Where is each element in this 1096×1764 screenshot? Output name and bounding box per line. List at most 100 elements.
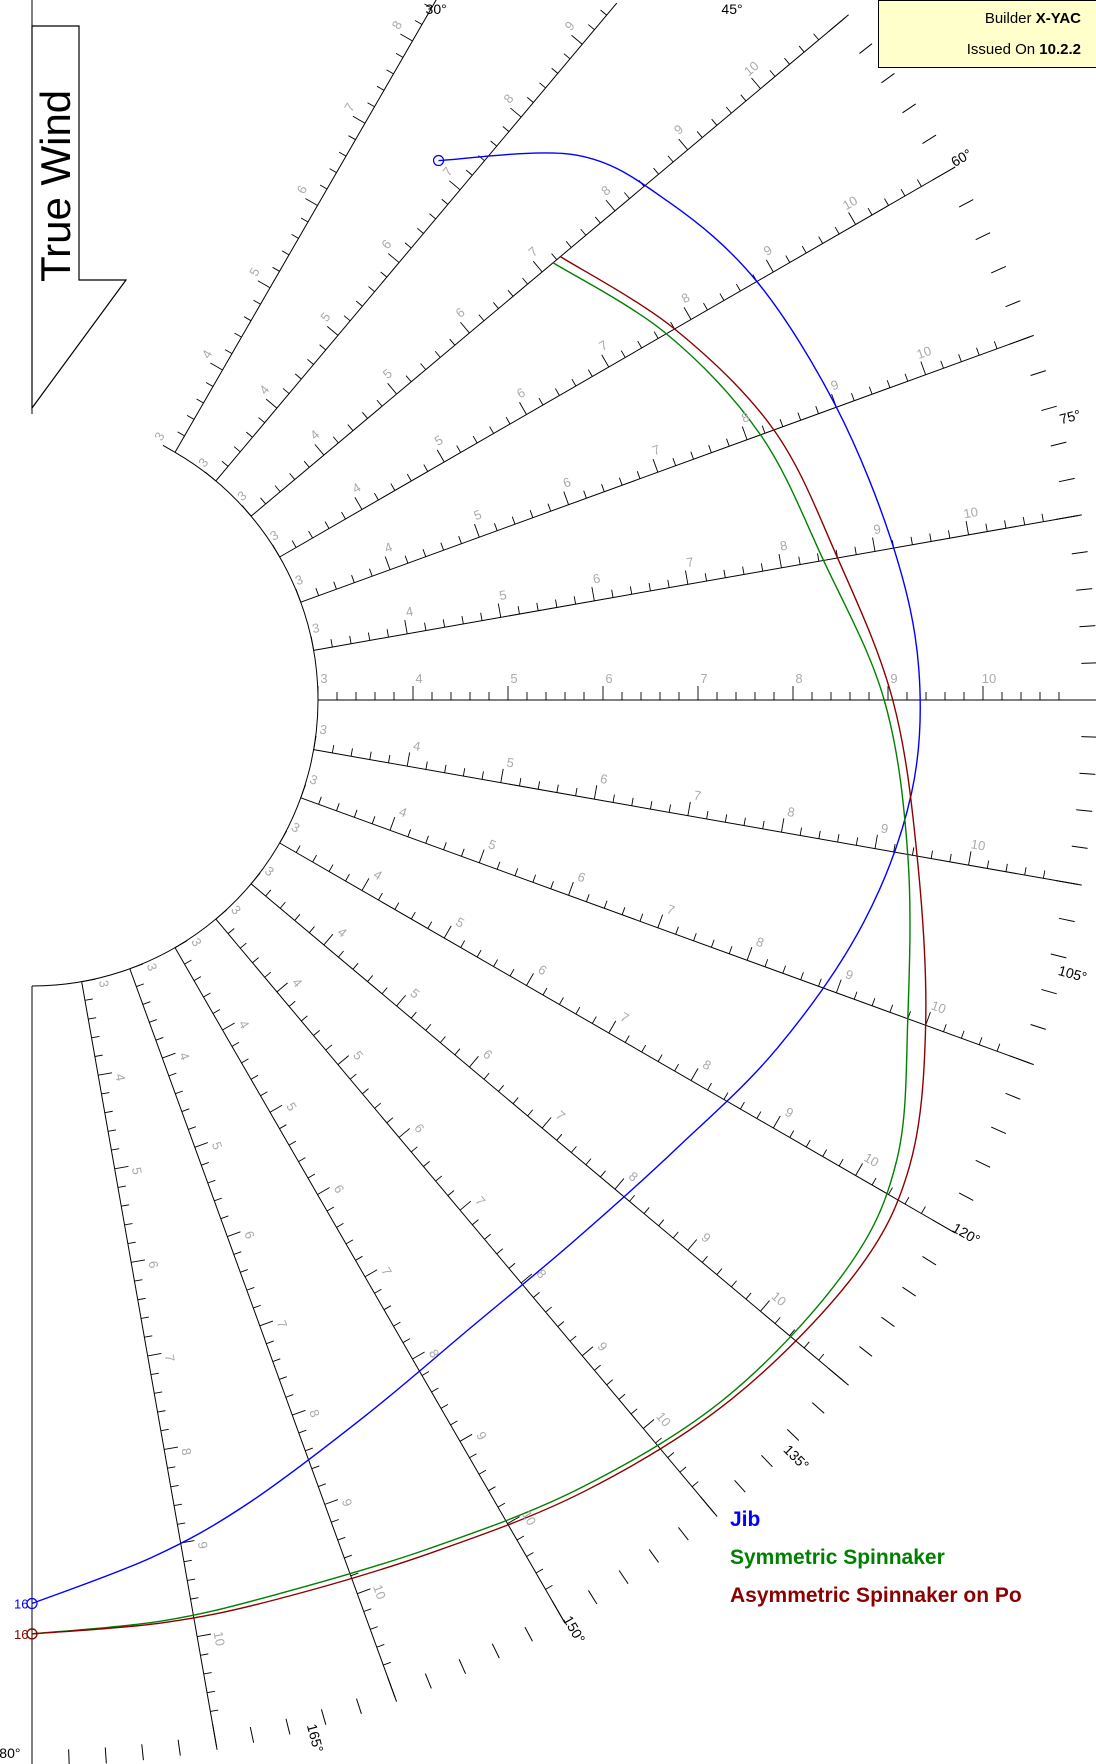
ray-tick bbox=[854, 546, 857, 555]
ray-tick bbox=[274, 485, 281, 493]
ray-tick bbox=[301, 1015, 308, 1022]
ray-tick bbox=[440, 542, 445, 551]
builder-value: X-YAC bbox=[1035, 10, 1081, 27]
ray-tick bbox=[127, 1241, 136, 1245]
ray-tick bbox=[420, 363, 427, 370]
ray-tick bbox=[614, 1178, 625, 1190]
ray-tick bbox=[265, 889, 272, 897]
radial-label: 4 bbox=[412, 738, 422, 754]
ray-tick bbox=[239, 942, 247, 949]
ray-tick bbox=[668, 804, 672, 813]
ray-tick bbox=[294, 373, 302, 380]
ray-tick bbox=[434, 350, 441, 358]
series-0-marker bbox=[26, 1597, 38, 1610]
ray-tick bbox=[380, 271, 388, 278]
ray-tick bbox=[341, 511, 346, 520]
ray-tick bbox=[104, 1110, 113, 1114]
ray-tick bbox=[949, 853, 952, 862]
ray-tick bbox=[624, 192, 630, 199]
wind-speed-marker-jib: 16 bbox=[14, 1597, 28, 1612]
ray-tick bbox=[542, 987, 548, 996]
ray-tick bbox=[756, 1111, 762, 1119]
ray-tick bbox=[886, 380, 891, 388]
theta-label: 75° bbox=[1058, 406, 1083, 427]
series-2-marker bbox=[26, 1628, 38, 1640]
ray-tick bbox=[160, 1428, 169, 1432]
ray-tick bbox=[741, 426, 748, 440]
ray-tick bbox=[424, 622, 427, 631]
ray-tick bbox=[101, 1092, 110, 1095]
ray-tick bbox=[288, 1140, 297, 1146]
radial-label: 4 bbox=[236, 1018, 253, 1032]
ray-tick bbox=[386, 629, 389, 638]
ray-tick bbox=[295, 588, 302, 603]
ray-tick bbox=[88, 1017, 97, 1020]
ray-tick bbox=[672, 458, 677, 466]
ray-tick bbox=[888, 1187, 893, 1195]
ray-tick bbox=[920, 361, 927, 375]
ray-tick bbox=[655, 1437, 662, 1444]
ray-tick bbox=[551, 67, 559, 74]
ray-tick bbox=[454, 1048, 461, 1056]
radial-label: 8 bbox=[500, 91, 516, 106]
ray-tick bbox=[510, 107, 522, 118]
ray-tick bbox=[423, 1161, 430, 1167]
ray-tick bbox=[350, 748, 353, 757]
ray-tick bbox=[291, 234, 299, 239]
ray-tick bbox=[206, 1690, 215, 1694]
ray-tick bbox=[502, 126, 510, 132]
radial-label: 5 bbox=[209, 1140, 226, 1152]
radial-label: 7 bbox=[618, 1009, 632, 1026]
ray-tick bbox=[650, 801, 653, 810]
ray-tick bbox=[690, 1068, 699, 1081]
radial-label: 10 bbox=[929, 998, 948, 1017]
ray-tick bbox=[600, 9, 607, 16]
ray-tick bbox=[410, 1011, 417, 1019]
radial-label: 3 bbox=[308, 771, 320, 788]
ray-tick bbox=[724, 814, 728, 823]
radial-label: 5 bbox=[407, 985, 422, 1001]
ray-tick bbox=[233, 1251, 242, 1255]
ray-tick bbox=[406, 752, 411, 767]
ray-tick bbox=[606, 1379, 614, 1386]
outer-tick bbox=[958, 199, 974, 208]
ray-tick bbox=[500, 768, 504, 783]
radial-label: 8 bbox=[786, 804, 796, 820]
ray-tick bbox=[394, 902, 400, 910]
ray-tick bbox=[667, 1452, 675, 1458]
ray-tick bbox=[170, 1485, 179, 1488]
ray-tick bbox=[498, 1085, 505, 1092]
ray-tick bbox=[410, 1146, 418, 1153]
ray-tick bbox=[222, 1022, 235, 1031]
ray-tick bbox=[978, 1037, 983, 1045]
radial-label: 6 bbox=[145, 1260, 161, 1270]
ray-tick bbox=[462, 768, 466, 777]
ray-tick bbox=[760, 1300, 770, 1312]
ray-tick bbox=[460, 321, 470, 334]
ray-tick bbox=[81, 978, 96, 983]
ray-tick bbox=[704, 573, 708, 582]
ray-tick bbox=[629, 586, 633, 595]
ray-tick bbox=[605, 199, 616, 212]
ray-tick bbox=[760, 563, 764, 572]
ray-tick bbox=[603, 900, 608, 909]
ray-tick bbox=[505, 416, 511, 425]
ray-tick bbox=[352, 962, 359, 970]
ray-tick bbox=[205, 382, 214, 387]
outer-tick bbox=[678, 1527, 689, 1541]
ray-tick bbox=[600, 1170, 606, 1178]
ray-tick bbox=[458, 536, 462, 544]
ray-tick bbox=[884, 198, 889, 206]
outer-tick bbox=[922, 1255, 937, 1266]
ray-tick bbox=[701, 1256, 708, 1263]
ray-tick bbox=[514, 868, 519, 876]
ray-tick bbox=[303, 460, 310, 468]
theta-label: 105° bbox=[1057, 962, 1089, 985]
ray-tick bbox=[583, 490, 587, 499]
ray-line bbox=[129, 968, 396, 1699]
series-2-line bbox=[31, 256, 927, 1635]
ray-tick bbox=[177, 1522, 186, 1525]
ray-tick bbox=[484, 1233, 491, 1240]
ray-tick bbox=[769, 70, 776, 77]
